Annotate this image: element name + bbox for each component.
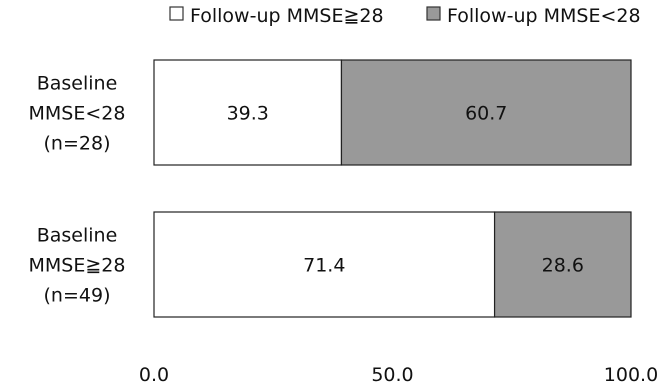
legend-label-1: Follow-up MMSE≧28 — [190, 5, 384, 27]
category-label-1-line-1: Baseline — [37, 73, 118, 95]
legend-label-2: Follow-up MMSE<28 — [447, 5, 641, 27]
category-label-1-line-3: (n=28) — [44, 133, 111, 155]
category-label-2-line-3: (n=49) — [44, 285, 111, 307]
bar-1-series-2 — [340, 59, 632, 166]
data-label-1-2: 60.7 — [465, 103, 507, 125]
x-tick-label-1: 0.0 — [139, 364, 169, 386]
x-tick-label-3: 100.0 — [604, 364, 658, 386]
x-tick-label-2: 50.0 — [371, 364, 413, 386]
data-label-2-2: 28.6 — [542, 255, 584, 277]
bar-1-series-1 — [153, 59, 343, 166]
legend-swatch-2 — [426, 6, 441, 21]
legend-swatch-1 — [169, 6, 184, 21]
data-label-2-1: 71.4 — [303, 255, 345, 277]
category-label-1-line-2: MMSE<28 — [29, 103, 126, 125]
data-label-1-1: 39.3 — [227, 103, 269, 125]
category-label-2-line-2: MMSE≧28 — [29, 255, 126, 277]
bar-2-series-2 — [493, 211, 632, 318]
category-label-2-line-1: Baseline — [37, 225, 118, 247]
bar-2-series-1 — [153, 211, 496, 318]
